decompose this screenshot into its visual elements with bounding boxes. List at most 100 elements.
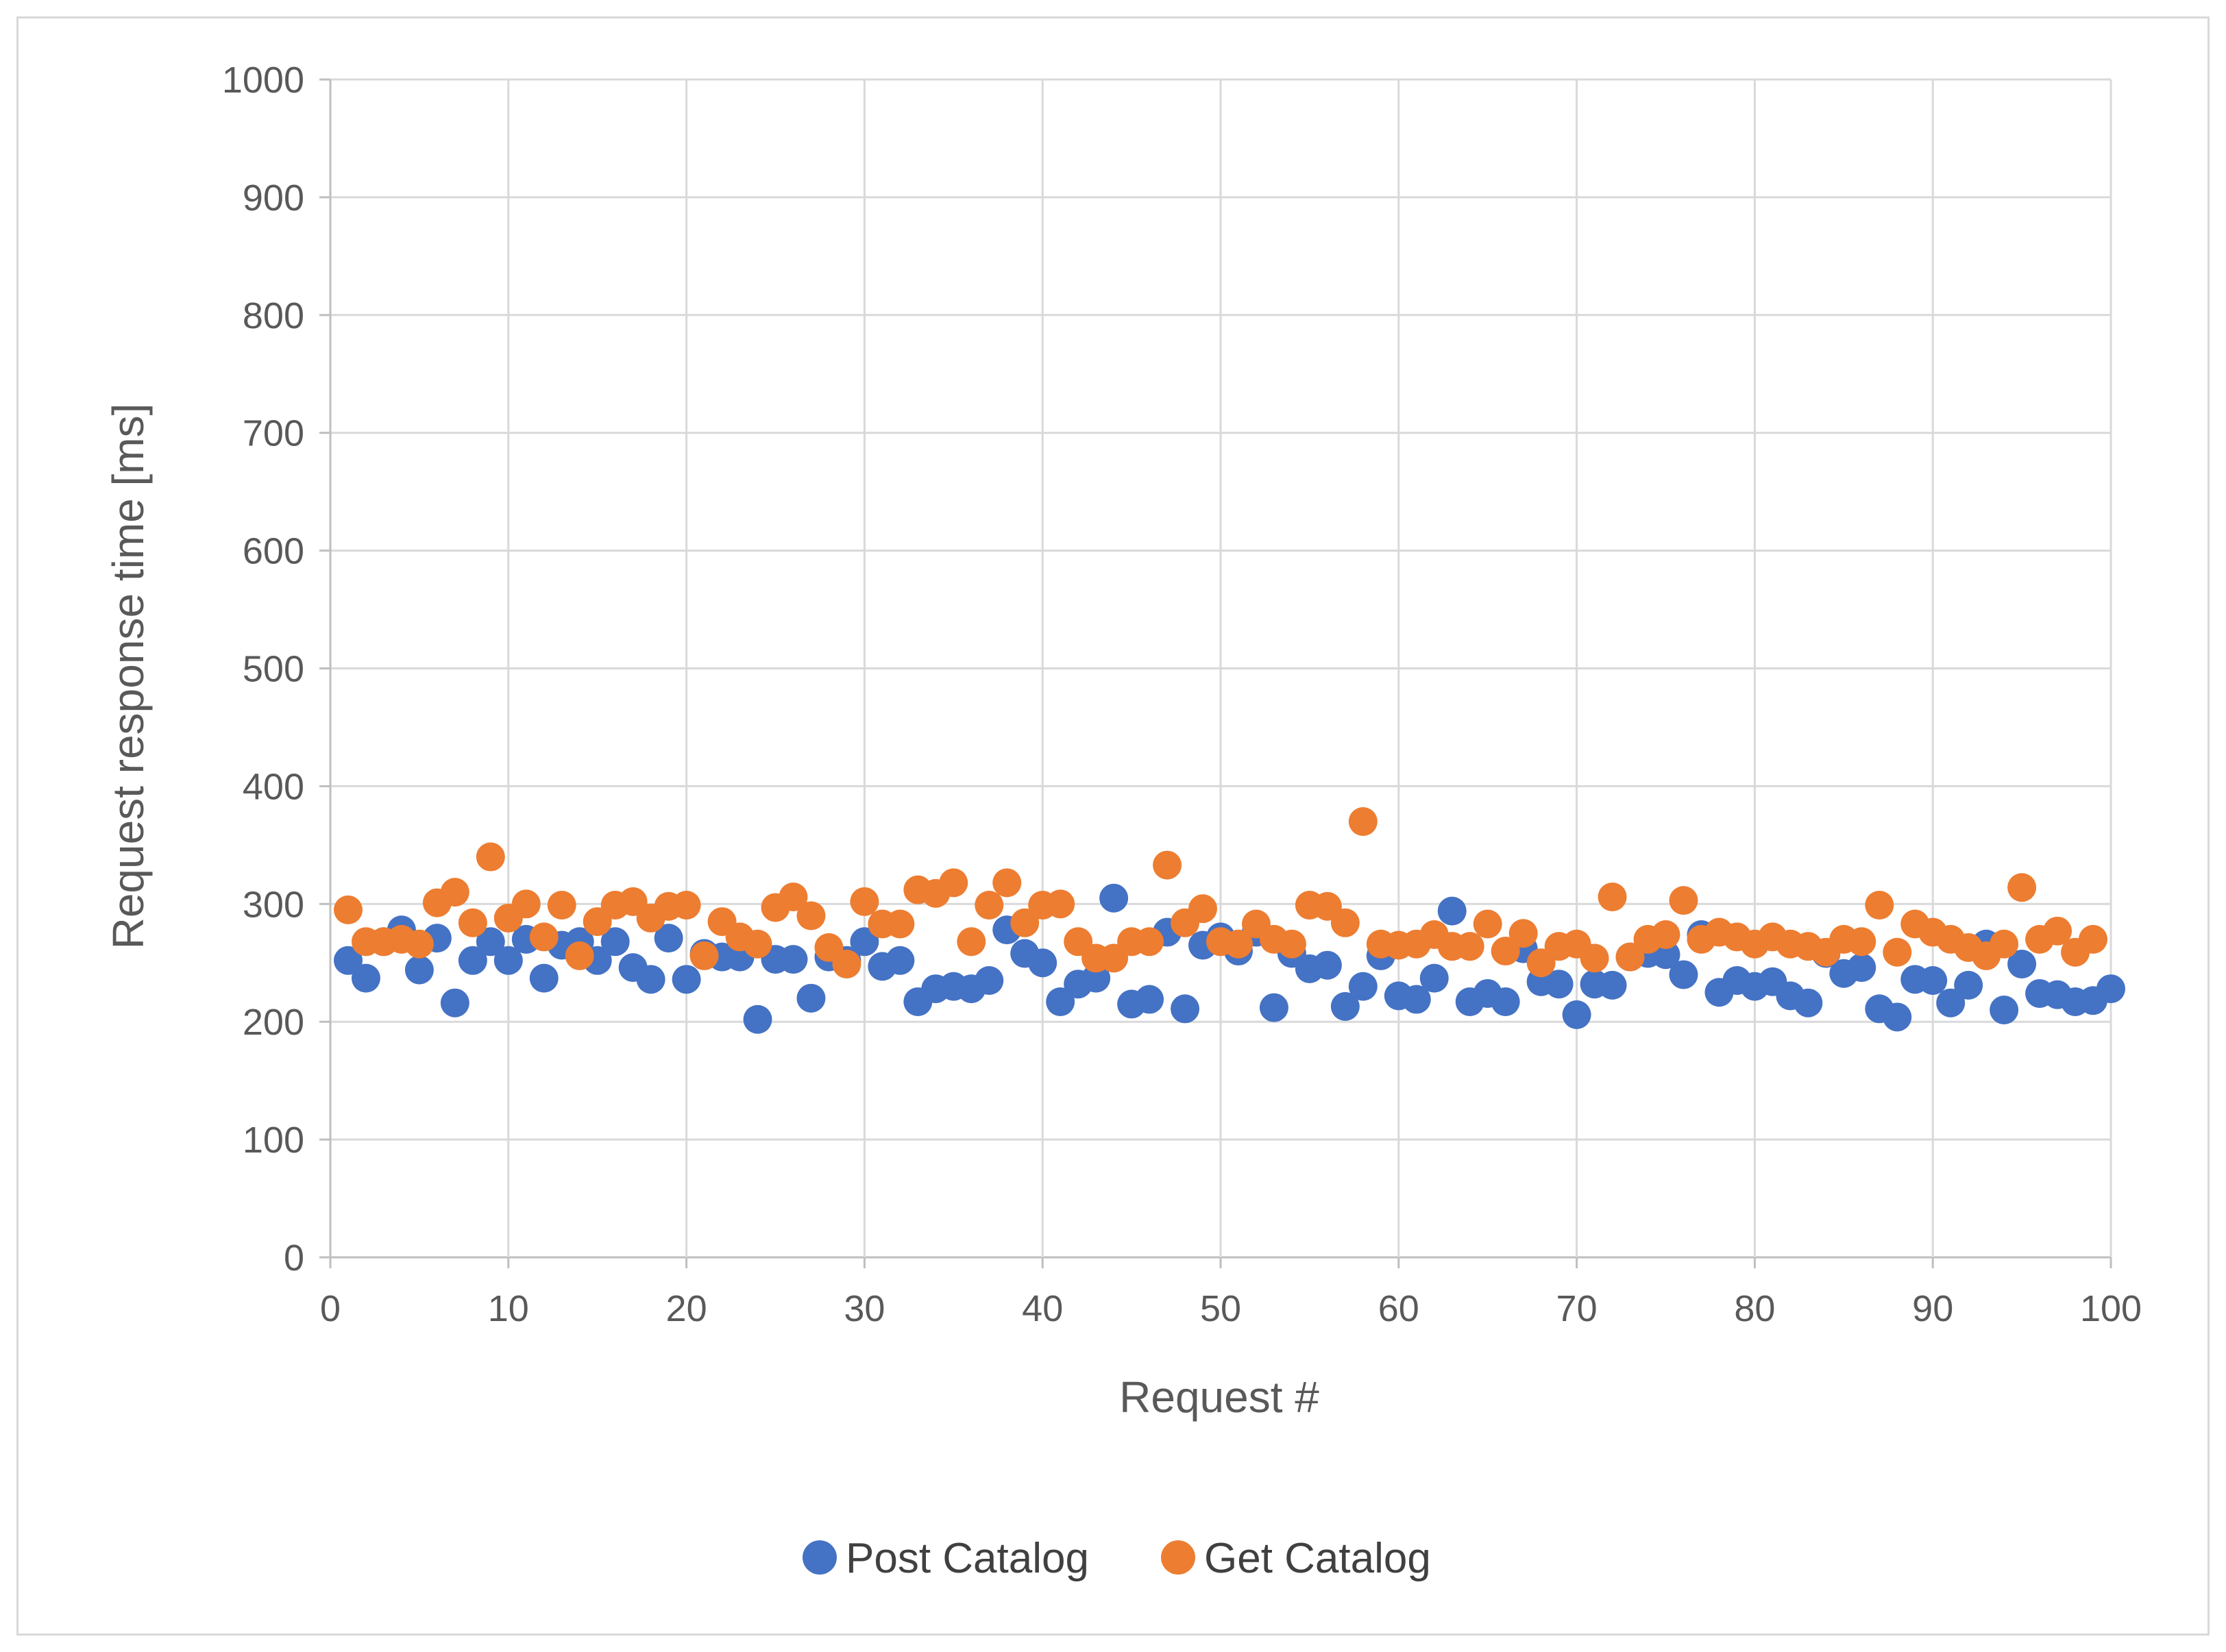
data-point bbox=[1046, 889, 1075, 919]
data-point bbox=[796, 983, 826, 1013]
data-point bbox=[1491, 987, 1520, 1016]
legend: Post Catalog Get Catalog bbox=[803, 1535, 1431, 1582]
data-point bbox=[743, 929, 772, 959]
y-tick-label: 1000 bbox=[222, 60, 304, 101]
data-point bbox=[1455, 932, 1484, 961]
data-point bbox=[458, 908, 487, 937]
data-point bbox=[689, 941, 719, 970]
data-point bbox=[1437, 896, 1467, 926]
x-tick-label: 50 bbox=[1200, 1288, 1241, 1329]
y-tick-label: 900 bbox=[243, 177, 304, 219]
x-tick-label: 70 bbox=[1556, 1288, 1598, 1329]
legend-marker-get-catalog bbox=[1161, 1540, 1195, 1575]
series-get-catalog bbox=[333, 806, 2108, 978]
x-axis-ticks: 0 10 20 30 40 50 60 70 80 90 100 bbox=[320, 1257, 2142, 1329]
data-point bbox=[1402, 985, 1431, 1014]
y-tick-label: 100 bbox=[243, 1120, 304, 1161]
data-point bbox=[1348, 806, 1378, 836]
legend-label-get-catalog: Get Catalog bbox=[1204, 1535, 1431, 1582]
x-tick-label: 10 bbox=[488, 1288, 529, 1329]
data-point bbox=[779, 945, 808, 974]
data-point bbox=[1669, 960, 1698, 989]
data-point bbox=[850, 927, 879, 957]
data-point bbox=[2096, 974, 2125, 1004]
data-point bbox=[600, 927, 630, 957]
data-point bbox=[885, 909, 915, 939]
data-point bbox=[832, 949, 861, 978]
y-tick-label: 700 bbox=[243, 413, 304, 454]
data-point bbox=[1135, 927, 1164, 957]
data-point bbox=[1883, 1002, 1912, 1032]
data-point bbox=[440, 878, 469, 907]
data-point bbox=[1669, 886, 1698, 915]
y-tick-label: 800 bbox=[243, 295, 304, 336]
data-point bbox=[1171, 994, 1200, 1024]
data-point bbox=[672, 891, 701, 920]
y-tick-label: 0 bbox=[284, 1237, 304, 1279]
data-point bbox=[850, 887, 879, 916]
legend-marker-post-catalog bbox=[803, 1540, 837, 1575]
y-tick-label: 300 bbox=[243, 884, 304, 925]
data-point bbox=[672, 965, 701, 994]
data-point bbox=[2007, 873, 2037, 902]
data-point bbox=[404, 955, 434, 985]
data-point bbox=[333, 895, 363, 924]
data-point bbox=[1794, 988, 1823, 1018]
data-point bbox=[440, 988, 469, 1018]
data-point bbox=[1348, 972, 1378, 1001]
y-tick-label: 200 bbox=[243, 1002, 304, 1043]
data-point bbox=[1081, 963, 1111, 993]
x-tick-label: 0 bbox=[320, 1288, 341, 1329]
data-point bbox=[1010, 908, 1040, 937]
data-point bbox=[1615, 942, 1645, 972]
data-point bbox=[743, 1004, 772, 1034]
data-point bbox=[1330, 991, 1360, 1021]
data-point bbox=[1312, 950, 1342, 980]
data-point bbox=[1598, 970, 1627, 1000]
data-point bbox=[1419, 963, 1449, 993]
data-point bbox=[1580, 944, 1609, 973]
data-point bbox=[1277, 929, 1306, 959]
y-tick-label: 600 bbox=[243, 531, 304, 572]
data-point bbox=[1990, 929, 2019, 959]
chart-frame: 0 100 200 300 400 500 600 700 800 900 1000 0 10 20 30… bbox=[16, 16, 2210, 1636]
data-point bbox=[1473, 909, 1502, 939]
y-tick-label: 500 bbox=[243, 649, 304, 690]
data-point bbox=[939, 868, 968, 898]
data-point bbox=[975, 966, 1004, 996]
x-tick-label: 40 bbox=[1022, 1288, 1063, 1329]
y-axis-title: Request response time [ms] bbox=[103, 404, 153, 950]
data-point bbox=[565, 941, 594, 970]
x-axis-title: Request # bbox=[1119, 1372, 1319, 1422]
gridlines bbox=[329, 78, 2112, 1259]
data-point bbox=[511, 889, 541, 919]
data-point bbox=[493, 946, 523, 975]
x-tick-label: 80 bbox=[1734, 1288, 1775, 1329]
x-tick-label: 20 bbox=[666, 1288, 707, 1329]
data-point bbox=[404, 929, 434, 959]
legend-label-post-catalog: Post Catalog bbox=[846, 1535, 1089, 1582]
data-point bbox=[975, 891, 1004, 920]
data-point bbox=[1153, 850, 1182, 880]
data-point bbox=[1883, 937, 1912, 967]
data-point bbox=[1223, 929, 1253, 959]
data-point bbox=[2043, 916, 2072, 946]
data-point bbox=[1847, 927, 1876, 957]
data-point bbox=[333, 946, 363, 975]
data-point bbox=[796, 901, 826, 930]
data-point bbox=[1562, 1000, 1591, 1029]
x-tick-label: 30 bbox=[844, 1288, 885, 1329]
data-point bbox=[1544, 970, 1574, 999]
y-tick-label: 400 bbox=[243, 766, 304, 807]
data-point bbox=[885, 946, 915, 975]
data-point bbox=[636, 965, 665, 994]
data-point bbox=[1330, 908, 1360, 937]
data-point bbox=[1188, 894, 1218, 924]
data-point bbox=[1918, 966, 1948, 996]
scatter-chart: 0 100 200 300 400 500 600 700 800 900 1000 0 10 20 30… bbox=[103, 60, 2142, 1582]
data-point bbox=[2079, 924, 2108, 954]
data-point bbox=[1046, 987, 1075, 1016]
data-point bbox=[1936, 988, 1966, 1018]
data-point bbox=[529, 963, 559, 993]
data-point bbox=[1508, 919, 1538, 948]
